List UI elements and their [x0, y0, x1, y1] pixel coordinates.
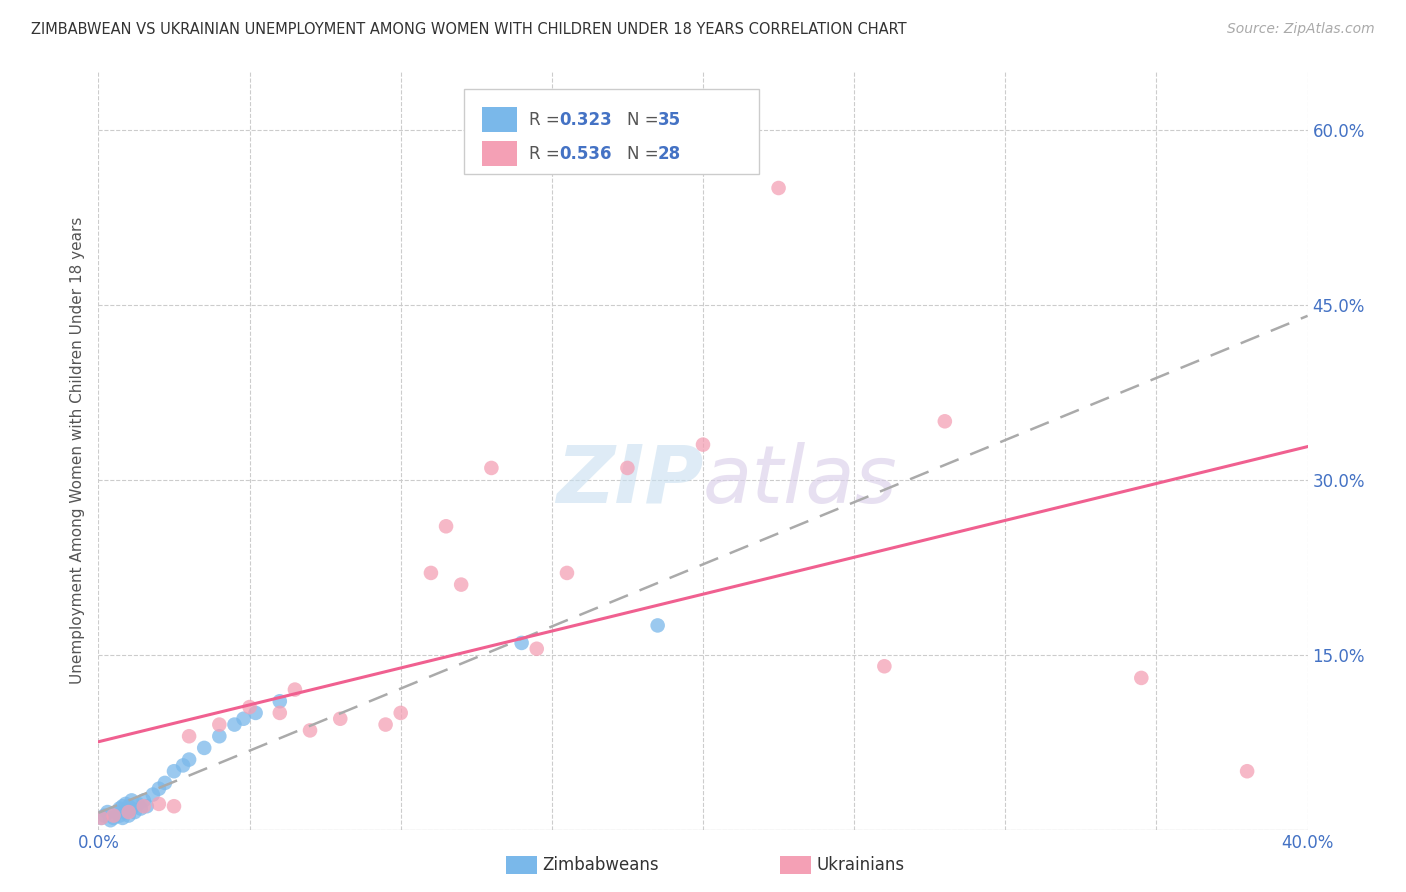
Point [1236, 764, 1258, 779]
Point [96, 805, 118, 819]
Point [124, 805, 146, 819]
Point [114, 805, 136, 819]
Point [245, 706, 267, 720]
Point [481, 461, 503, 475]
Text: 0.323: 0.323 [560, 111, 613, 128]
Point [510, 636, 533, 650]
Point [118, 805, 141, 819]
Point [132, 799, 155, 814]
Point [163, 799, 186, 814]
Text: Ukrainians: Ukrainians [817, 856, 905, 874]
Point [768, 181, 790, 195]
Point [179, 729, 201, 743]
Point [90, 811, 112, 825]
Text: 28: 28 [658, 145, 681, 163]
Point [555, 566, 578, 580]
Point [108, 808, 131, 822]
Point [389, 706, 412, 720]
Point [121, 801, 143, 815]
Point [299, 723, 322, 738]
Point [239, 700, 262, 714]
Point [269, 706, 291, 720]
Point [232, 712, 254, 726]
Point [153, 776, 176, 790]
Point [208, 729, 231, 743]
Point [121, 793, 143, 807]
Point [224, 717, 246, 731]
Point [450, 577, 472, 591]
Text: R =: R = [529, 145, 565, 163]
Text: atlas: atlas [703, 442, 898, 520]
Point [374, 717, 396, 731]
Point [1130, 671, 1153, 685]
Point [193, 740, 215, 755]
Point [142, 788, 165, 802]
Point [114, 797, 136, 811]
Point [132, 793, 155, 807]
Point [118, 799, 141, 814]
Point [108, 801, 131, 815]
Point [420, 566, 443, 580]
Text: N =: N = [627, 145, 664, 163]
Point [111, 811, 134, 825]
Point [434, 519, 457, 533]
Point [329, 712, 352, 726]
Text: ZIP: ZIP [555, 442, 703, 520]
Text: R =: R = [529, 111, 565, 128]
Point [616, 461, 638, 475]
Point [148, 797, 170, 811]
Point [135, 799, 157, 814]
Point [934, 414, 956, 428]
Point [526, 641, 548, 656]
Text: 35: 35 [658, 111, 681, 128]
Point [208, 717, 231, 731]
Text: Source: ZipAtlas.com: Source: ZipAtlas.com [1227, 22, 1375, 37]
Point [179, 753, 201, 767]
Point [111, 799, 134, 814]
Point [148, 781, 170, 796]
Point [105, 805, 128, 819]
Point [284, 682, 307, 697]
Point [103, 811, 125, 825]
Point [172, 758, 194, 772]
Point [103, 808, 125, 822]
Point [118, 808, 141, 822]
Text: N =: N = [627, 111, 664, 128]
Point [129, 801, 152, 815]
Point [127, 797, 149, 811]
Point [873, 659, 896, 673]
Text: 0.536: 0.536 [560, 145, 612, 163]
Point [269, 694, 291, 708]
Point [692, 437, 714, 451]
Point [90, 811, 112, 825]
Point [163, 764, 186, 779]
Point [100, 814, 122, 828]
Text: Zimbabweans: Zimbabweans [543, 856, 659, 874]
Point [647, 618, 669, 632]
Text: ZIMBABWEAN VS UKRAINIAN UNEMPLOYMENT AMONG WOMEN WITH CHILDREN UNDER 18 YEARS CO: ZIMBABWEAN VS UKRAINIAN UNEMPLOYMENT AMO… [31, 22, 907, 37]
Point [93, 808, 115, 822]
Y-axis label: Unemployment Among Women with Children Under 18 years: Unemployment Among Women with Children U… [69, 217, 84, 684]
